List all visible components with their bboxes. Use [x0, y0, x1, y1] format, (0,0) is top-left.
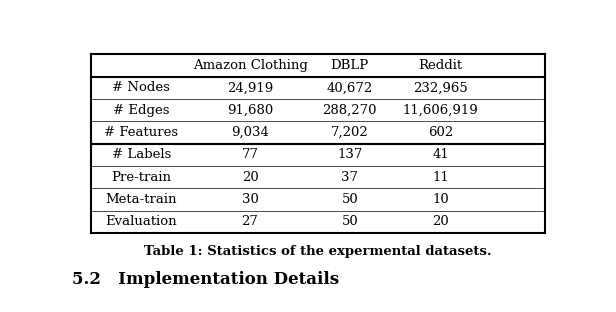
Text: Reddit: Reddit: [418, 59, 463, 72]
Text: 10: 10: [432, 193, 449, 206]
Text: 11: 11: [432, 171, 449, 184]
Text: 288,270: 288,270: [323, 104, 377, 117]
Text: 137: 137: [337, 148, 363, 161]
Text: 7,202: 7,202: [331, 126, 369, 139]
Text: 50: 50: [341, 215, 359, 228]
Text: 602: 602: [428, 126, 453, 139]
Text: 5.2   Implementation Details: 5.2 Implementation Details: [72, 271, 339, 288]
Text: DBLP: DBLP: [331, 59, 369, 72]
Text: 232,965: 232,965: [413, 81, 468, 94]
Text: 30: 30: [241, 193, 259, 206]
Text: 77: 77: [241, 148, 259, 161]
Text: Table 1: Statistics of the expermental datasets.: Table 1: Statistics of the expermental d…: [144, 245, 492, 258]
Text: 50: 50: [341, 193, 359, 206]
Text: # Features: # Features: [104, 126, 178, 139]
Text: 24,919: 24,919: [227, 81, 273, 94]
Text: # Labels: # Labels: [111, 148, 171, 161]
Text: 11,606,919: 11,606,919: [403, 104, 479, 117]
Text: # Edges: # Edges: [113, 104, 169, 117]
Text: Amazon Clothing: Amazon Clothing: [193, 59, 307, 72]
Text: Pre-train: Pre-train: [111, 171, 171, 184]
Text: 20: 20: [241, 171, 259, 184]
Text: 41: 41: [432, 148, 449, 161]
Text: 40,672: 40,672: [326, 81, 373, 94]
Text: Evaluation: Evaluation: [105, 215, 177, 228]
Text: 91,680: 91,680: [227, 104, 273, 117]
Text: 9,034: 9,034: [231, 126, 269, 139]
Text: 20: 20: [432, 215, 449, 228]
Text: Meta-train: Meta-train: [105, 193, 177, 206]
Text: # Nodes: # Nodes: [112, 81, 170, 94]
Text: 37: 37: [341, 171, 359, 184]
Text: 27: 27: [241, 215, 259, 228]
